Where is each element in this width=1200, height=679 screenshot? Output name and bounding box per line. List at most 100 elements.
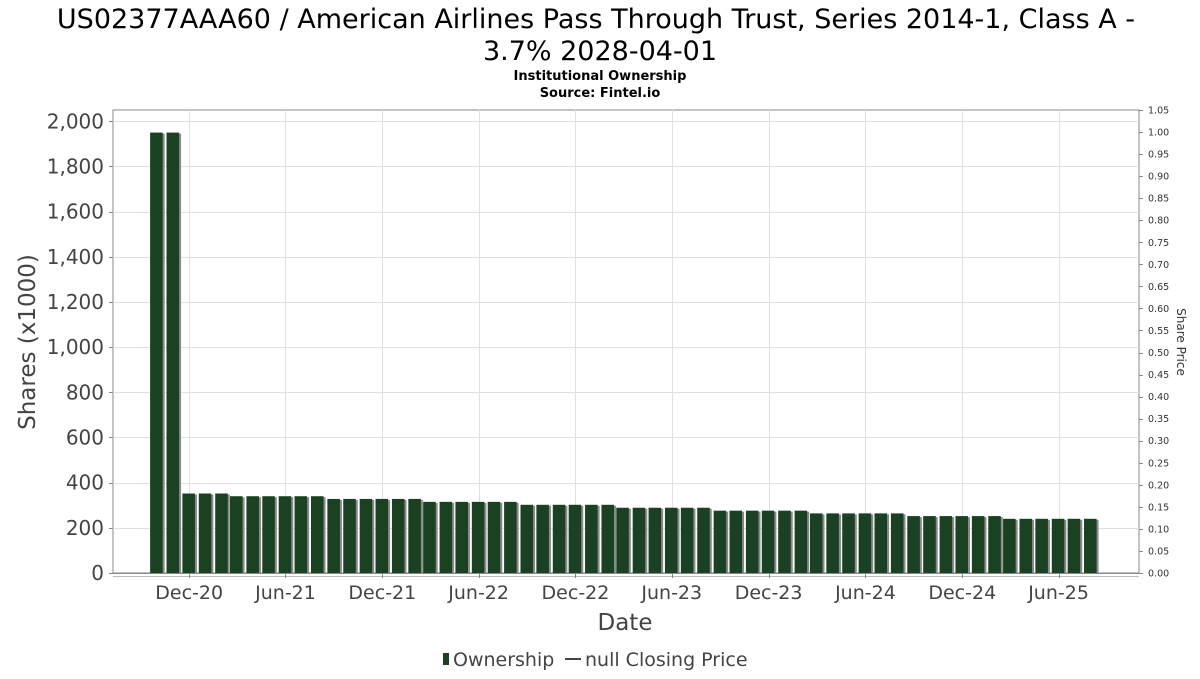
ownership-bar-body bbox=[1084, 518, 1097, 573]
ownership-bar-body bbox=[552, 504, 566, 573]
x-tick-label: Jun-23 bbox=[640, 582, 702, 604]
ownership-bar-body bbox=[166, 132, 180, 573]
ownership-bar bbox=[262, 496, 277, 573]
ownership-bar bbox=[809, 513, 825, 573]
ownership-bar-body bbox=[971, 516, 985, 573]
ownership-bar-body bbox=[359, 498, 373, 573]
ownership-bar bbox=[471, 501, 487, 573]
x-tick-label: Jun-25 bbox=[1027, 582, 1089, 604]
ownership-bar-body bbox=[1019, 518, 1033, 573]
ownership-bar bbox=[552, 504, 568, 573]
y-tick-label: 1,600 bbox=[47, 200, 104, 224]
ownership-bar-body bbox=[664, 507, 678, 573]
y2-tick-label: 0.25 bbox=[1148, 458, 1169, 469]
ownership-bar bbox=[455, 501, 470, 573]
y-tick-label: 200 bbox=[66, 516, 104, 540]
ownership-bar bbox=[907, 516, 922, 573]
ownership-bar-body bbox=[632, 507, 646, 573]
y2-tick-label: 0.65 bbox=[1148, 282, 1169, 293]
x-tick-label: Dec-24 bbox=[928, 582, 996, 604]
ownership-bar-body bbox=[794, 510, 808, 573]
ownership-bar bbox=[294, 496, 310, 573]
ownership-bar bbox=[423, 501, 438, 573]
ownership-bar-body bbox=[680, 507, 694, 573]
ownership-bar bbox=[182, 493, 197, 573]
ownership-bar bbox=[198, 493, 214, 573]
ownership-bar-body bbox=[327, 498, 340, 573]
ownership-bar-body bbox=[262, 496, 275, 573]
ownership-bar-body bbox=[504, 501, 517, 573]
y-tick-label: 1,800 bbox=[47, 154, 104, 178]
y-tick-label: 1,200 bbox=[47, 290, 104, 314]
ownership-bar bbox=[826, 513, 841, 573]
plot-area bbox=[112, 109, 1140, 574]
ownership-bar bbox=[278, 496, 294, 573]
x-axis-label: Date bbox=[598, 610, 653, 636]
ownership-bar bbox=[745, 510, 761, 573]
ownership-bar bbox=[632, 507, 648, 573]
ownership-bar bbox=[343, 498, 358, 573]
y2-tick-label: 0.60 bbox=[1148, 304, 1169, 315]
ownership-bar-body bbox=[1035, 518, 1048, 573]
ownership-bar-body bbox=[439, 501, 453, 573]
ownership-bar bbox=[375, 498, 391, 573]
ownership-bar bbox=[246, 496, 261, 573]
chart-title-line1: US02377AAA60 / American Airlines Pass Th… bbox=[57, 4, 1135, 35]
ownership-bar bbox=[215, 493, 230, 573]
ownership-bar bbox=[858, 513, 874, 573]
y2-axis-ticks: 0.00 0.05 0.10 0.15 0.20 0.25 0.30 0.35 0.40 0.45… bbox=[1139, 106, 1169, 580]
x-tick-label: Jun-24 bbox=[834, 582, 896, 604]
y2-tick-label: 0.00 bbox=[1148, 569, 1169, 580]
ownership-bar bbox=[166, 132, 182, 573]
ownership-bar bbox=[988, 516, 1003, 573]
ownership-bar-body bbox=[745, 510, 759, 573]
ownership-bar-body bbox=[616, 507, 629, 573]
ownership-bar-body bbox=[858, 513, 872, 573]
ownership-bar bbox=[680, 507, 696, 573]
ownership-bar-body bbox=[955, 516, 969, 573]
y2-tick-label: 0.45 bbox=[1148, 370, 1169, 381]
ownership-bar-body bbox=[1003, 518, 1016, 573]
ownership-bar-body bbox=[601, 504, 615, 573]
x-tick-label: Dec-22 bbox=[542, 582, 610, 604]
ownership-bar-body bbox=[150, 132, 163, 573]
ownership-bar-body bbox=[471, 501, 485, 573]
y2-tick-label: 1.05 bbox=[1148, 106, 1169, 117]
ownership-bar bbox=[664, 507, 680, 573]
y2-tick-label: 0.55 bbox=[1148, 326, 1169, 337]
ownership-bar bbox=[616, 507, 631, 573]
ownership-bar bbox=[971, 516, 987, 573]
ownership-bar-body bbox=[310, 496, 324, 573]
ownership-bar-body bbox=[375, 498, 389, 573]
ownership-bar bbox=[729, 510, 745, 573]
ownership-bar-body bbox=[826, 513, 839, 573]
ownership-bar-body bbox=[809, 513, 823, 573]
ownership-bar bbox=[439, 501, 455, 573]
ownership-bar bbox=[408, 498, 423, 573]
ownership-bar-body bbox=[842, 513, 855, 573]
ownership-bar bbox=[568, 504, 584, 573]
y-tick-label: 1,400 bbox=[47, 245, 104, 269]
y-axis-label: Shares (x1000) bbox=[15, 254, 41, 430]
ownership-bar bbox=[890, 513, 906, 573]
ownership-bar-body bbox=[585, 504, 598, 573]
y2-tick-label: 0.70 bbox=[1148, 260, 1169, 271]
y-tick-label: 1,000 bbox=[47, 335, 104, 359]
ownership-bar-body bbox=[890, 513, 904, 573]
ownership-bar bbox=[1035, 518, 1050, 573]
ownership-bar bbox=[504, 501, 519, 573]
y2-tick-label: 0.85 bbox=[1148, 194, 1169, 205]
y2-tick-label: 0.95 bbox=[1148, 150, 1169, 161]
ownership-bar-body bbox=[423, 501, 436, 573]
legend-ownership-label: Ownership bbox=[453, 649, 554, 671]
ownership-bar bbox=[585, 504, 600, 573]
ownership-bar-body bbox=[391, 498, 405, 573]
ownership-bar-body bbox=[778, 510, 791, 573]
y2-tick-label: 0.50 bbox=[1148, 348, 1169, 359]
legend-ownership-swatch bbox=[443, 653, 449, 665]
ownership-bar-body bbox=[198, 493, 212, 573]
y2-tick-label: 0.15 bbox=[1148, 502, 1169, 513]
ownership-bar bbox=[536, 504, 551, 573]
ownership-bar-body bbox=[761, 510, 775, 573]
ownership-bar-body bbox=[487, 501, 501, 573]
